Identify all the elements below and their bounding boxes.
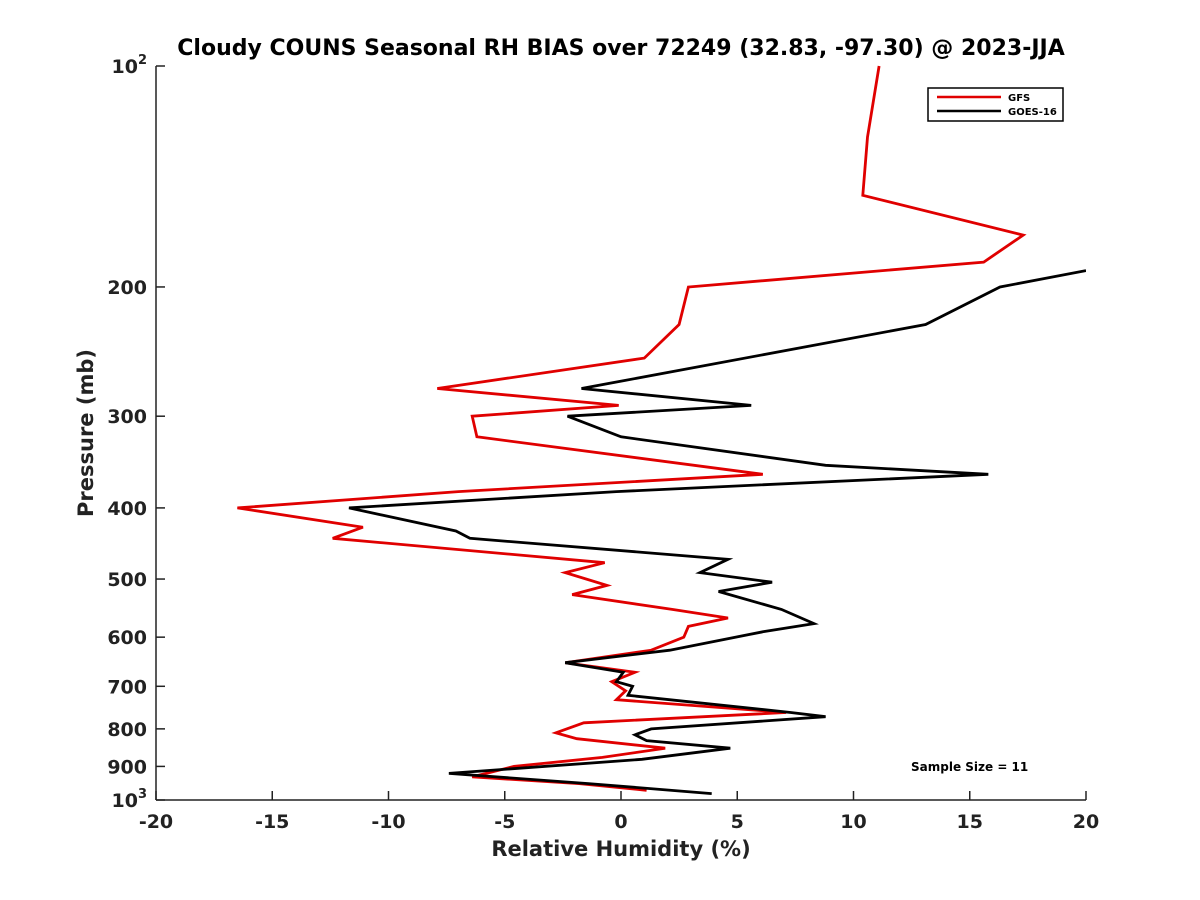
x-tick-label: 20 [1073, 811, 1099, 833]
y-tick-label: 400 [107, 498, 147, 520]
y-tick-exponent: 3 [138, 787, 147, 802]
x-tick-label: 5 [731, 811, 744, 833]
y-tick-label: 200 [107, 277, 147, 299]
x-axis-label: Relative Humidity (%) [491, 837, 750, 861]
legend: GFS GOES-16 [927, 87, 1064, 122]
chart-title: Cloudy COUNS Seasonal RH BIAS over 72249… [177, 36, 1064, 61]
x-tick-label: -20 [139, 811, 173, 833]
y-tick-label: 500 [107, 569, 147, 591]
series-line-goes16 [348, 269, 1086, 795]
legend-label-goes16: GOES-16 [1008, 107, 1057, 118]
x-tick-label: 15 [957, 811, 983, 833]
y-tick-label: 103 [112, 787, 148, 812]
y-tick-label: 900 [107, 756, 147, 778]
x-tick-label: -15 [255, 811, 289, 833]
y-tick-label: 700 [107, 676, 147, 698]
x-tick-label: 10 [840, 811, 866, 833]
x-tick-label: -5 [494, 811, 515, 833]
series-line-gfs [237, 65, 1027, 792]
legend-box [927, 87, 1064, 122]
series-layer [237, 65, 1086, 795]
x-tick-label: 0 [614, 811, 627, 833]
axes-layer: -20 -15 -10 -5 0 5 10 15 20 102 200 300 400 500 600 700… [107, 53, 1099, 833]
y-tick-exponent: 2 [138, 53, 147, 68]
y-tick-label: 102 [112, 53, 148, 78]
x-tick-label: -10 [371, 811, 405, 833]
y-tick-label: 800 [107, 719, 147, 741]
y-tick-label: 600 [107, 627, 147, 649]
sample-size-annotation: Sample Size = 11 [911, 760, 1028, 774]
legend-label-gfs: GFS [1008, 93, 1030, 104]
y-axis-label: Pressure (mb) [74, 349, 98, 517]
y-tick-label: 300 [107, 406, 147, 428]
